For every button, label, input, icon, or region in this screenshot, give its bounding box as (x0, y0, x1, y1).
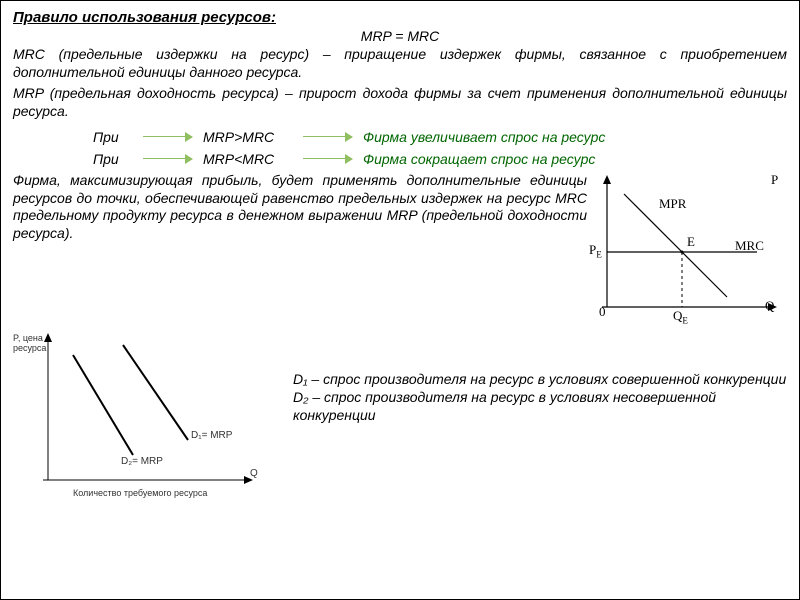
page-title: Правило использования ресурсов: (13, 9, 787, 26)
e-label: E (687, 234, 695, 250)
mrc-label: MRC (735, 238, 764, 254)
pre-label: При (93, 129, 133, 145)
condition-arrows: При MRP>MRC Фирма увеличивает спрос на р… (93, 126, 787, 170)
mpr-mrc-chart: P Q 0 MPR MRC E PE QE (597, 172, 787, 322)
d2-label: D₂= MRP (121, 456, 163, 467)
demand-curves-chart: P, цена ресурса Q Количество требуемого … (13, 330, 273, 505)
d1-label: D₁= MRP (191, 430, 232, 441)
result-text: Фирма увеличивает спрос на ресурс (363, 130, 605, 145)
x-axis-label: Q (250, 468, 258, 479)
arrow-icon (143, 132, 193, 142)
condition-text: MRP>MRC (203, 129, 293, 145)
x-axis-caption: Количество требуемого ресурса (73, 488, 207, 498)
p-axis-label: P (771, 172, 778, 188)
result-text: Фирма сокращает спрос на ресурс (363, 152, 595, 167)
demand-definitions: D₁ – спрос производителя на ресурс в усл… (293, 330, 787, 425)
qe-label: QE (673, 308, 688, 326)
pre-label: При (93, 151, 133, 167)
mpr-label: MPR (659, 196, 686, 212)
d2-definition: D₂ – спрос производителя на ресурс в усл… (293, 388, 787, 424)
pe-label: PE (589, 242, 602, 260)
arrow-icon (143, 154, 193, 164)
arrow-icon (303, 132, 353, 142)
mrp-definition: MRP (предельная доходность ресурса) – пр… (13, 85, 787, 120)
arrow-icon (303, 154, 353, 164)
y-axis-label: P, цена ресурса (13, 334, 45, 354)
equilibrium-paragraph: Фирма, максимизирующая прибыль, будет пр… (13, 172, 587, 322)
arrow-row-increase: При MRP>MRC Фирма увеличивает спрос на р… (93, 126, 787, 148)
origin-label: 0 (599, 304, 606, 320)
d1-definition: D₁ – спрос производителя на ресурс в усл… (293, 370, 787, 388)
arrow-row-decrease: При MRP<MRC Фирма сокращает спрос на рес… (93, 148, 787, 170)
q-axis-label: Q (765, 298, 774, 314)
condition-text: MRP<MRC (203, 151, 293, 167)
equation: MRP = MRC (13, 28, 787, 44)
mrc-definition: MRC (предельные издержки на ресурс) – пр… (13, 46, 787, 81)
